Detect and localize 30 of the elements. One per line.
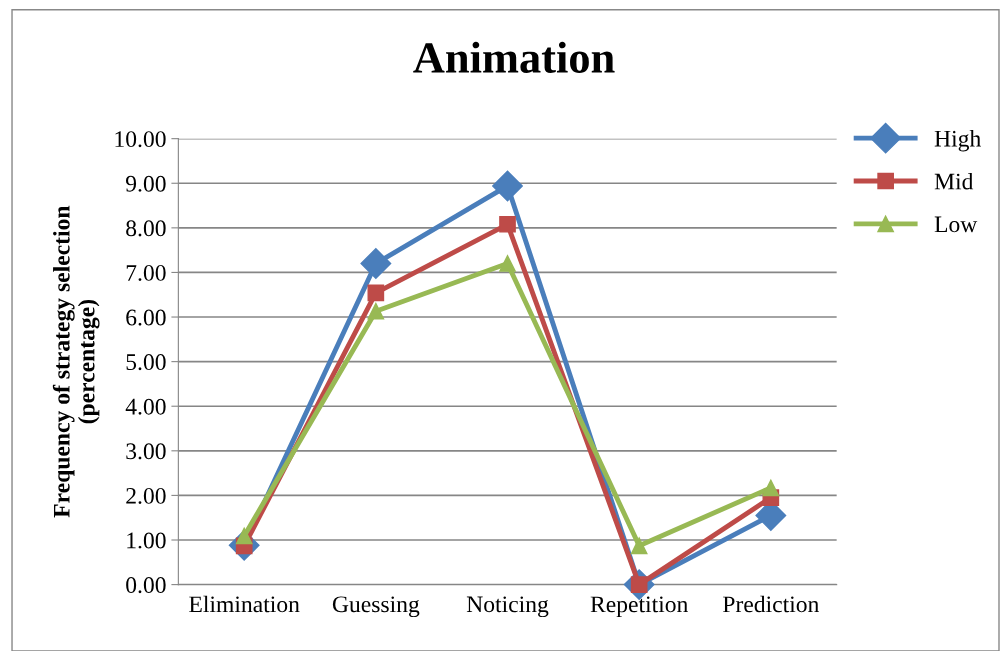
point — [499, 255, 516, 272]
y-tick-label: 7.00 — [126, 264, 166, 281]
point — [499, 215, 516, 233]
y-tick-label: 9.00 — [125, 175, 166, 192]
y-tick-label: 1.00 — [127, 532, 166, 549]
legend-label: Mid — [934, 172, 974, 190]
x-tick-label: Noticing — [466, 596, 549, 618]
point — [367, 302, 385, 320]
legend-label: Low — [934, 216, 978, 233]
point — [762, 479, 780, 497]
x-tick-label: Elimination — [189, 595, 300, 613]
y-tick-label: 0.00 — [126, 577, 166, 594]
point — [367, 284, 385, 302]
y-tick-label: 6.00 — [126, 309, 166, 326]
y-tick-label: 10.00 — [115, 131, 166, 148]
x-tick-label: Prediction — [722, 595, 820, 613]
legend-label: High — [934, 130, 981, 152]
point — [492, 170, 523, 202]
y-tick-label: 8.00 — [126, 220, 166, 237]
point — [360, 248, 392, 279]
y-tick-label: 2.00 — [126, 487, 166, 504]
point — [630, 537, 648, 555]
y-tick-label: 3.00 — [126, 443, 166, 460]
y-tick-label: 4.00 — [125, 398, 166, 415]
chart-title: Animation — [413, 41, 615, 73]
x-tick-label: Guessing — [332, 596, 420, 618]
y-axis-title: Frequency of strategy selection (percentage) — [52, 205, 100, 518]
x-tick-label: Repetition — [590, 596, 688, 618]
point — [235, 527, 253, 545]
y-tick-label: 5.00 — [126, 354, 166, 371]
